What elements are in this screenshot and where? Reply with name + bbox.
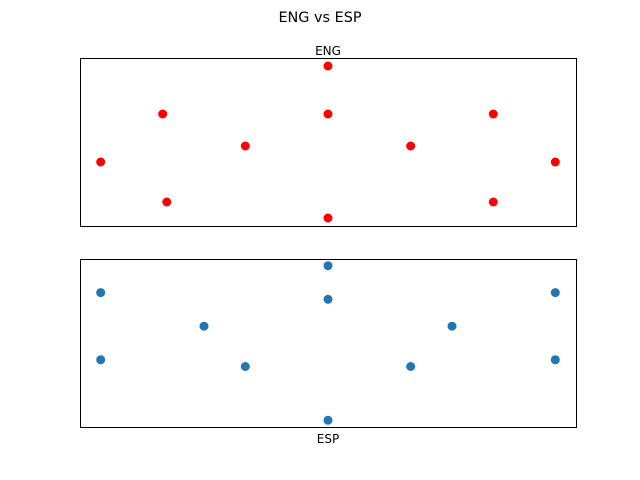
esp-scatter-point — [323, 294, 333, 304]
eng-scatter-point — [158, 109, 168, 119]
eng-subplot-title: ENG — [315, 44, 341, 58]
eng-scatter-point — [323, 109, 333, 119]
esp-scatter-point — [406, 362, 416, 371]
eng-scatter-point — [488, 197, 498, 207]
eng-scatter-point — [96, 157, 106, 167]
eng-scatter-point — [488, 109, 498, 119]
eng-subplot: ENG — [80, 44, 577, 227]
esp-scatter-point — [323, 261, 333, 271]
esp-scatter-point — [96, 288, 106, 298]
esp-xlabel: ESP — [317, 432, 339, 446]
esp-subplot: ESP — [80, 259, 577, 446]
esp-scatter-point — [550, 288, 560, 298]
eng-points-layer — [96, 61, 560, 223]
esp-scatter-point — [96, 355, 106, 365]
esp-scatter-point — [323, 415, 333, 425]
figure-title: ENG vs ESP — [278, 10, 361, 26]
esp-plot-frame — [80, 259, 577, 428]
esp-scatter-point — [199, 321, 209, 331]
esp-scatter-point — [447, 321, 457, 331]
eng-scatter-point — [162, 197, 172, 207]
esp-points-layer — [96, 261, 560, 425]
eng-scatter-point — [323, 61, 333, 71]
eng-plot-frame — [80, 58, 577, 227]
esp-scatter-point — [240, 362, 250, 371]
eng-scatter-point — [323, 213, 333, 223]
esp-scatter-point — [550, 355, 560, 365]
eng-scatter-point — [550, 157, 560, 167]
eng-scatter-point — [406, 141, 416, 151]
eng-scatter-point — [240, 141, 250, 151]
